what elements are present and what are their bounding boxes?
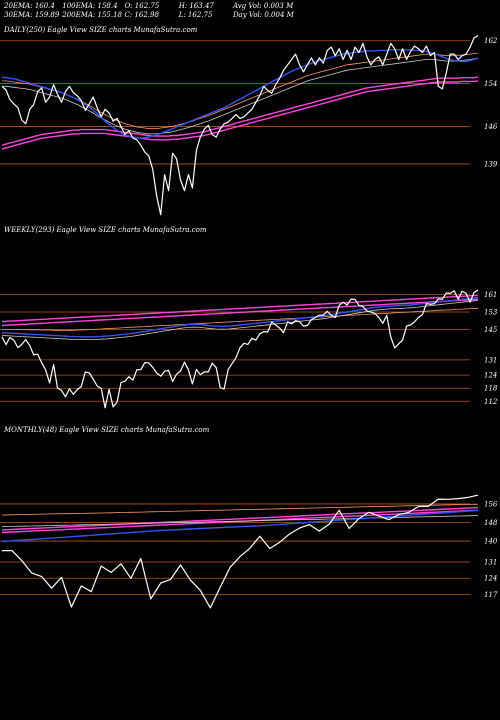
weekly-panel-label: WEEKLY(293) Eagle View SIZE charts Munaf… <box>4 226 207 234</box>
monthly-ema-mid2-line <box>1 515 479 528</box>
daily-tick-label: 146 <box>484 123 498 131</box>
daily-tick-label: 154 <box>484 80 497 88</box>
weekly-tick-label: 153 <box>484 308 498 316</box>
stats-row-2: 30EMA: 159.89 200EMA: 155.18 C: 162.98 L… <box>4 11 294 19</box>
monthly-tick-label: 148 <box>484 519 498 527</box>
daily-ema-long-line <box>1 76 479 146</box>
weekly-tick-label: 112 <box>484 398 498 406</box>
monthly-tick-label: 140 <box>484 538 498 546</box>
daily-tick-label: 162 <box>484 37 498 45</box>
daily-ema-mid2-line <box>2 58 479 135</box>
monthly-price-line <box>2 494 479 609</box>
stat-20ema: 20EMA: 160.4 <box>4 2 55 10</box>
weekly-tick-label: 131 <box>484 356 497 364</box>
monthly-tick-label: 124 <box>484 575 497 583</box>
weekly-ema-mid-line <box>2 307 479 331</box>
stat-200ema: 200EMA: 155.18 <box>62 11 123 19</box>
weekly-tick-label: 161 <box>484 291 497 299</box>
stats-row-1: 20EMA: 160.4 100EMA: 158.4 O: 162.75 H: … <box>4 2 293 10</box>
monthly-panel-label: MONTHLY(48) Eagle View SIZE charts Munaf… <box>4 426 210 434</box>
stat-avg-vol: Avg Vol: 0.003 M <box>232 2 294 10</box>
monthly-tick-label: 131 <box>484 558 497 566</box>
monthly-ema-short-line <box>1 509 479 543</box>
daily-ema-short-line <box>1 49 479 139</box>
weekly-ema-long2-line <box>1 294 479 323</box>
stat-open: O: 162.75 <box>124 2 160 10</box>
weekly-tick-label: 118 <box>484 385 498 393</box>
stat-day-vol: Day Vol: 0.004 M <box>232 11 294 19</box>
weekly-ema-long-line <box>1 298 479 327</box>
stat-high: H: 163.47 <box>178 2 214 10</box>
weekly-ema-mid2-line <box>1 300 479 341</box>
weekly-tick-label: 124 <box>484 372 497 380</box>
weekly-ema-short-line <box>1 296 479 338</box>
daily-ema-mid-line <box>2 52 479 130</box>
stat-low: L: 162.75 <box>178 11 213 19</box>
monthly-ema-long2-line <box>1 506 479 531</box>
daily-price-line <box>1 34 479 216</box>
daily-panel-label: DAILY(250) Eagle View SIZE charts Munafa… <box>4 26 198 34</box>
daily-tick-label: 139 <box>484 160 498 168</box>
monthly-ema-mid-line <box>1 503 479 516</box>
monthly-tick-label: 117 <box>484 591 498 599</box>
stat-100ema: 100EMA: 158.4 <box>62 2 118 10</box>
stat-30ema: 30EMA: 159.89 <box>4 11 60 19</box>
monthly-panel: 156 148 140 131 124 117 <box>0 494 498 609</box>
monthly-tick-label: 156 <box>484 500 498 508</box>
weekly-price-line <box>1 289 479 409</box>
weekly-tick-label: 145 <box>484 326 498 334</box>
weekly-panel: 161 153 145 131 124 118 112 <box>0 289 498 409</box>
stat-close: C: 162.98 <box>124 11 159 19</box>
daily-ema-long2-line <box>1 80 479 150</box>
daily-panel: 162 154 146 139 <box>0 34 498 216</box>
